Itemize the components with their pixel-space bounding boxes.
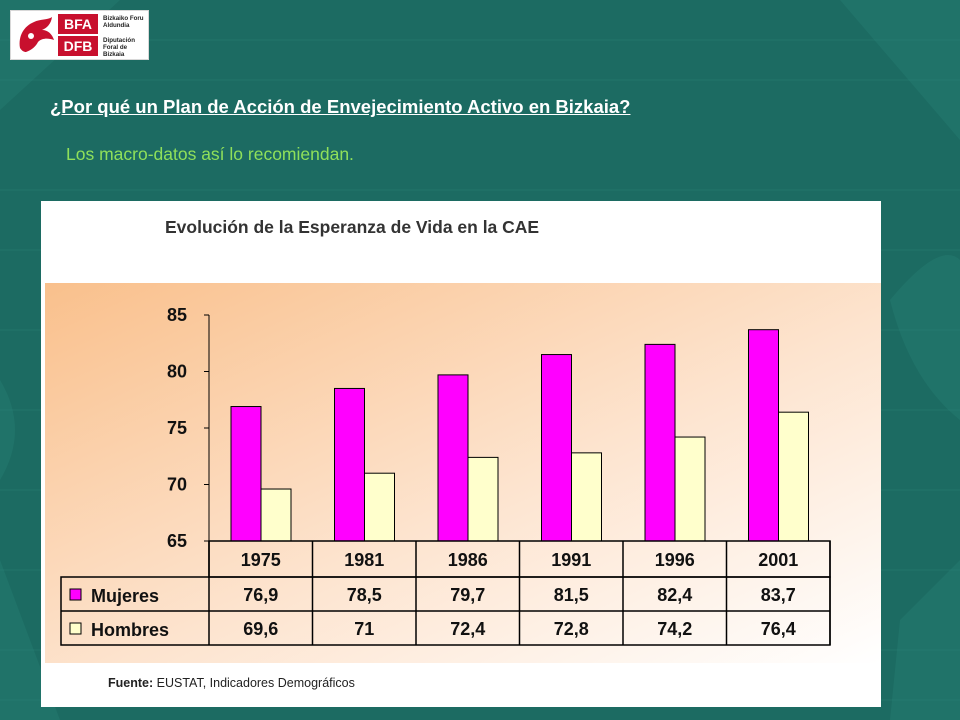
logo-abbr-dfb: DFB [58, 36, 98, 56]
data-label-hombres: 76,4 [761, 619, 796, 639]
logo-name-line1: Bizkaiko Foru [103, 15, 144, 22]
x-category-label: 2001 [758, 550, 798, 570]
legend-label-mujeres: Mujeres [91, 586, 159, 606]
slide-subtitle: Los macro-datos así lo recomiendan. [66, 144, 354, 164]
y-tick-label: 80 [167, 362, 187, 382]
source-label: Fuente: [108, 676, 154, 690]
bar-mujeres [437, 374, 469, 542]
source-note: Fuente: EUSTAT, Indicadores Demográficos [108, 676, 355, 690]
source-text: EUSTAT, Indicadores Demográficos [156, 676, 355, 690]
logo-name-line4: Foral de Bizkaia [103, 44, 128, 58]
data-label-mujeres: 82,4 [657, 585, 692, 605]
life-expectancy-chart: 85 80 75 70 65 1975 76,9 69,6 1981 78,5 71 1986 79,7… [45, 283, 881, 663]
x-category-label: 1975 [241, 550, 281, 570]
x-category-label: 1996 [655, 550, 695, 570]
x-category-label: 1986 [448, 550, 488, 570]
data-label-hombres: 71 [354, 619, 374, 639]
bar-mujeres [334, 387, 365, 542]
bar-hombres [571, 452, 602, 542]
chart-panel: 85 80 75 70 65 1975 76,9 69,6 1981 78,5 71 1986 79,7… [41, 201, 881, 707]
bizkaia-emblem-icon [19, 17, 54, 52]
bar-hombres [260, 488, 292, 542]
legend-label-hombres: Hombres [91, 620, 169, 640]
logo-name-line2: Aldundia [103, 22, 130, 29]
logo-name-line3: Diputación [103, 37, 135, 44]
legend-key-mujeres [69, 588, 82, 601]
data-label-hombres: 69,6 [243, 619, 278, 639]
bar-hombres [467, 456, 499, 542]
data-label-mujeres: 81,5 [554, 585, 589, 605]
data-label-mujeres: 78,5 [347, 585, 382, 605]
y-tick-label: 75 [167, 418, 187, 438]
data-label-hombres: 72,8 [554, 619, 589, 639]
x-category-label: 1981 [344, 550, 384, 570]
legend-key-hombres [69, 622, 82, 635]
y-tick-label: 85 [167, 305, 187, 325]
data-label-mujeres: 79,7 [450, 585, 485, 605]
chart-title: Evolución de la Esperanza de Vida en la … [165, 217, 540, 237]
bar-mujeres [541, 354, 572, 542]
bar-mujeres [748, 329, 779, 542]
data-label-mujeres: 76,9 [243, 585, 278, 605]
logo-name-basque: Bizkaiko Foru Aldundia [103, 15, 149, 29]
y-tick-label: 65 [167, 531, 187, 551]
logo-name-spanish: Diputación Foral de Bizkaia [103, 37, 149, 58]
slide-title: ¿Por qué un Plan de Acción de Envejecimi… [50, 96, 631, 117]
y-tick-label: 70 [167, 475, 187, 495]
bar-hombres [364, 472, 395, 542]
data-label-hombres: 72,4 [450, 619, 485, 639]
logo-abbr-bfa: BFA [58, 14, 98, 34]
bfa-dfb-logo: BFA DFB Bizkaiko Foru Aldundia Diputació… [10, 10, 149, 60]
data-label-mujeres: 83,7 [761, 585, 796, 605]
data-label-hombres: 74,2 [657, 619, 692, 639]
bar-hombres [778, 411, 809, 542]
bar-mujeres [644, 343, 676, 542]
x-category-label: 1991 [551, 550, 591, 570]
bar-hombres [674, 436, 706, 542]
bar-mujeres [230, 406, 262, 542]
